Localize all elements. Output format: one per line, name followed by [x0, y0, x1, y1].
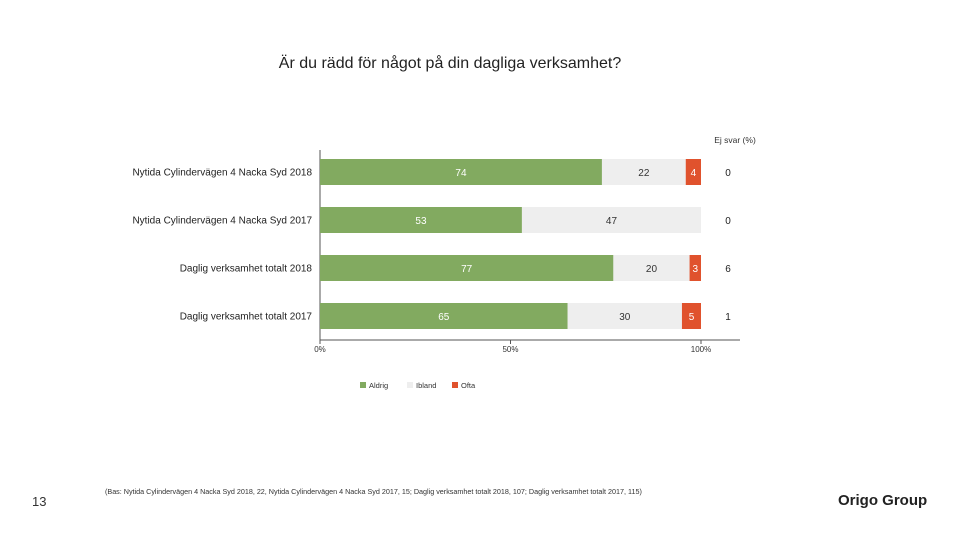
- data-label-ibland: 47: [606, 216, 618, 227]
- data-label-ofta: 3: [693, 264, 699, 275]
- data-label-aldrig: 65: [438, 312, 450, 323]
- category-label: Daglig verksamhet totalt 2018: [180, 264, 313, 275]
- chart-title: Är du rädd för något på din dagliga verk…: [278, 55, 622, 72]
- extra-column-title: Ej svar (%): [714, 135, 756, 145]
- extra-column-value: 0: [725, 216, 731, 227]
- bar-segment-ibland: [613, 255, 690, 281]
- bar-segment-ofta: [681, 303, 701, 329]
- data-label-ofta: 4: [691, 168, 697, 179]
- bar-segment-aldrig: [320, 159, 602, 185]
- category-label: Nytida Cylindervägen 4 Nacka Syd 2018: [132, 168, 312, 179]
- data-label-aldrig: 77: [461, 264, 473, 275]
- bar-segment-aldrig: [320, 303, 568, 329]
- bar-segment-ofta: [685, 159, 701, 185]
- x-tick-label: 100%: [691, 345, 711, 354]
- base-footnote: (Bas: Nytida Cylindervägen 4 Nacka Syd 2…: [105, 487, 642, 496]
- data-label-ofta: 5: [689, 312, 695, 323]
- legend-swatch-aldrig: [360, 382, 366, 388]
- bar-segment-ibland: [601, 159, 686, 185]
- page-number: 13: [32, 494, 47, 509]
- legend-label-aldrig: Aldrig: [369, 381, 388, 390]
- extra-column-value: 1: [725, 312, 731, 323]
- bar-segment-aldrig: [320, 207, 522, 233]
- bar-segment-ofta: [689, 255, 701, 281]
- brand-logo-text: Origo Group: [838, 492, 928, 509]
- x-tick-label: 50%: [502, 345, 518, 354]
- bar-segment-ibland: [521, 207, 701, 233]
- data-label-ibland: 20: [646, 264, 658, 275]
- category-label: Nytida Cylindervägen 4 Nacka Syd 2017: [132, 216, 312, 227]
- extra-column-value: 0: [725, 168, 731, 179]
- legend-label-ofta: Ofta: [461, 381, 476, 390]
- data-label-aldrig: 74: [455, 168, 467, 179]
- legend-swatch-ibland: [407, 382, 413, 388]
- legend-label-ibland: Ibland: [416, 381, 436, 390]
- category-label: Daglig verksamhet totalt 2017: [180, 312, 313, 323]
- x-tick-label: 0%: [314, 345, 326, 354]
- legend-swatch-ofta: [452, 382, 458, 388]
- extra-column-value: 6: [725, 264, 731, 275]
- data-label-ibland: 30: [619, 312, 631, 323]
- data-label-ibland: 22: [638, 168, 650, 179]
- bar-segment-aldrig: [320, 255, 614, 281]
- bar-segment-ibland: [567, 303, 682, 329]
- data-label-aldrig: 53: [415, 216, 427, 227]
